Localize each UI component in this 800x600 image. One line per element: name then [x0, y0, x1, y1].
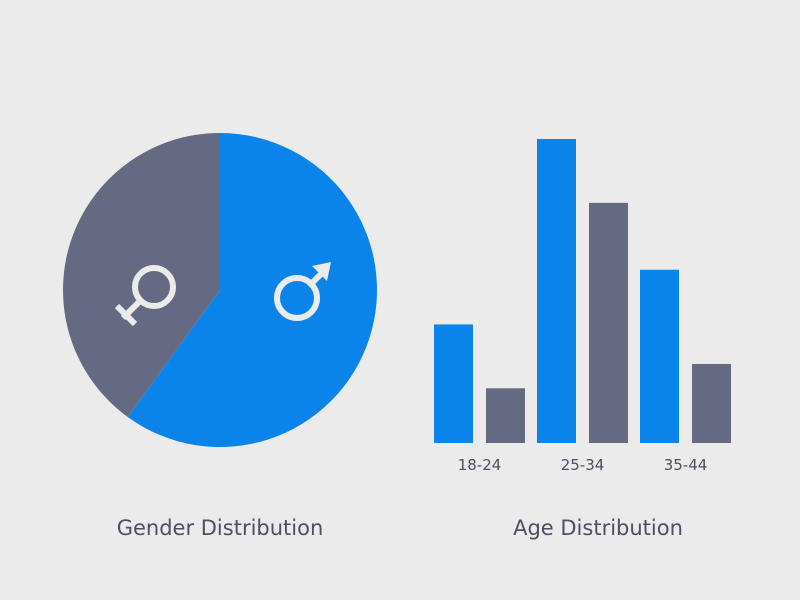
bar-18-24-gray: [486, 388, 525, 443]
age-chart-title: Age Distribution: [513, 516, 683, 540]
male-symbol-icon: [274, 262, 331, 321]
bar-18-24-blue: [434, 324, 473, 443]
gender-chart-title: Gender Distribution: [116, 516, 324, 540]
bar-25-34-gray: [589, 202, 628, 443]
pie-slice-male: [127, 133, 378, 447]
female-symbol-icon: [114, 265, 176, 327]
x-tick-label: 18-24: [458, 456, 502, 474]
x-tick-label: 35-44: [664, 456, 708, 474]
x-tick-label: 25-34: [561, 456, 605, 474]
bar-25-34-blue: [537, 139, 576, 443]
age-bar-chart: 18-24 25-34 35-44: [434, 139, 731, 474]
bar-35-44-blue: [640, 269, 679, 443]
gender-pie-chart: [63, 133, 378, 447]
bar-35-44-gray: [692, 363, 731, 443]
